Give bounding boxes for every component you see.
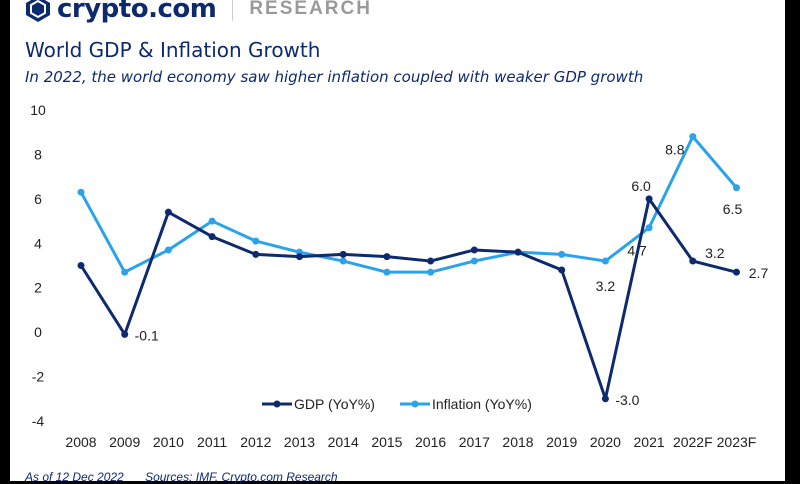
data-point	[601, 395, 609, 403]
divider	[232, 0, 234, 21]
data-point	[339, 250, 347, 258]
data-point	[514, 248, 522, 256]
data-point	[208, 217, 216, 225]
y-tick-label: 6	[34, 191, 42, 207]
data-point	[470, 246, 478, 254]
data-point	[208, 233, 216, 241]
x-tick-label: 2011	[197, 434, 227, 450]
logo: crypto.com RESEARCH	[25, 0, 372, 24]
y-tick-label: -4	[32, 413, 45, 429]
data-point	[252, 237, 260, 245]
data-label: 4.7	[627, 243, 647, 259]
chart-page: crypto.com RESEARCH World GDP & Inflatio…	[10, 0, 785, 484]
data-point	[77, 188, 85, 196]
data-label: -0.1	[135, 327, 159, 343]
x-tick-label: 2020	[590, 434, 621, 450]
x-tick-label: 2008	[65, 434, 96, 450]
data-point	[689, 257, 697, 265]
data-point	[427, 257, 435, 265]
legend-label: Inflation (YoY%)	[432, 396, 532, 412]
x-tick-label: 2013	[284, 434, 315, 450]
legend-marker	[411, 400, 419, 408]
data-point	[121, 268, 129, 276]
data-point	[296, 253, 303, 261]
crypto-logo-icon	[26, 0, 50, 22]
x-tick-label: 2022F	[673, 434, 713, 450]
data-point	[733, 268, 740, 276]
data-point	[252, 250, 260, 258]
series-line-gdp	[79, 197, 737, 401]
x-tick-label: 2014	[328, 434, 359, 450]
data-point	[645, 224, 653, 232]
data-point	[383, 268, 391, 276]
x-tick-label: 2016	[415, 434, 446, 450]
data-point	[164, 208, 172, 216]
section-label: RESEARCH	[249, 0, 372, 19]
data-point	[470, 257, 478, 265]
data-label: -3.0	[615, 392, 639, 408]
data-label: 2.7	[749, 265, 769, 281]
x-tick-label: 2009	[109, 434, 140, 450]
legend-marker	[273, 400, 281, 408]
data-point	[733, 184, 740, 192]
x-tick-label: 2012	[240, 434, 271, 450]
data-point	[601, 257, 609, 265]
y-tick-label: -2	[32, 369, 45, 385]
y-tick-label: 2	[34, 280, 42, 296]
data-point	[558, 250, 566, 258]
data-point	[427, 268, 435, 276]
data-label: 3.2	[596, 278, 616, 294]
data-label: 3.2	[705, 245, 725, 261]
data-point	[339, 257, 347, 265]
x-tick-label: 2023F	[717, 434, 757, 450]
data-label: 6.5	[723, 201, 743, 217]
legend-label: GDP (YoY%)	[294, 396, 375, 412]
chart-subtitle: In 2022, the world economy saw higher in…	[25, 68, 644, 86]
data-point	[558, 266, 566, 274]
y-tick-label: 8	[34, 146, 42, 162]
x-tick-label: 2015	[371, 434, 402, 450]
data-point	[383, 253, 391, 261]
data-point	[121, 330, 129, 338]
data-label: 6.0	[631, 178, 651, 194]
y-tick-label: 0	[34, 324, 42, 340]
brand-name: crypto.com	[57, 0, 217, 24]
x-tick-label: 2010	[153, 434, 184, 450]
data-point	[645, 195, 653, 203]
y-tick-label: 4	[34, 235, 42, 251]
chart-title: World GDP & Inflation Growth	[25, 38, 321, 62]
x-tick-label: 2021	[634, 434, 665, 450]
data-point	[689, 133, 697, 141]
y-tick-label: 10	[30, 102, 46, 118]
x-tick-label: 2017	[459, 434, 490, 450]
series-line-inflation	[79, 135, 738, 274]
data-label: 8.8	[665, 142, 685, 158]
data-point	[164, 246, 172, 254]
x-tick-label: 2019	[546, 434, 577, 450]
x-tick-label: 2018	[502, 434, 533, 450]
data-point	[77, 262, 85, 269]
